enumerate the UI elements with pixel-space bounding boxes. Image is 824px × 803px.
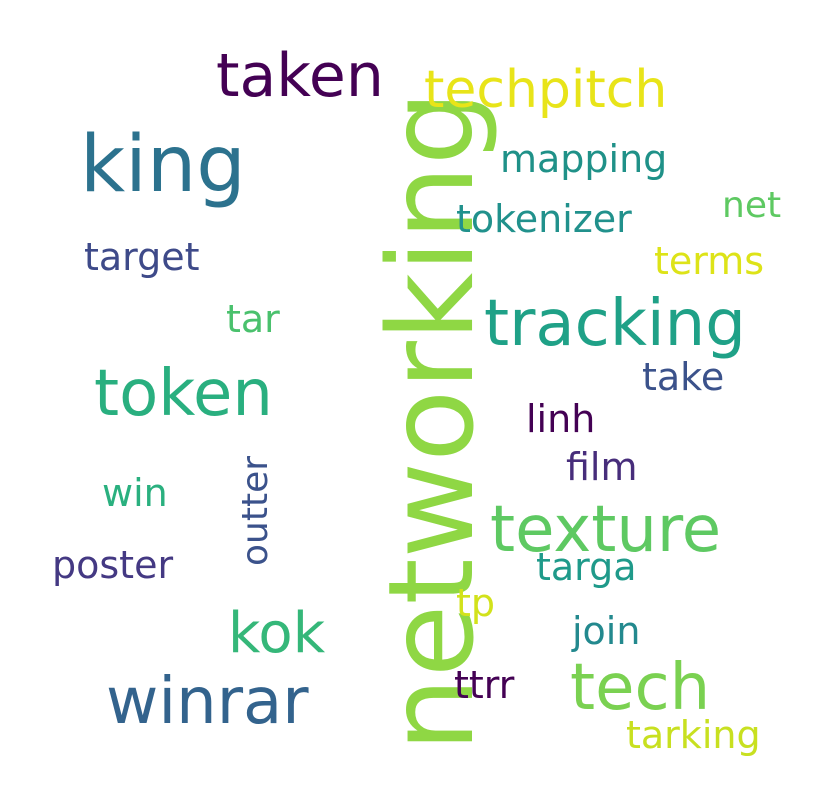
word-tech: tech (570, 651, 711, 725)
word-techpitch: techpitch (424, 60, 668, 120)
word-net: net (722, 185, 782, 226)
word-texture: texture (490, 493, 722, 567)
word-networking: networking (362, 90, 500, 752)
word-tar: tar (226, 297, 280, 341)
word-outter: outter (235, 455, 276, 566)
word-tp: tp (456, 581, 496, 625)
word-linh: linh (526, 397, 596, 441)
word-king: king (80, 120, 246, 210)
word-tracking: tracking (484, 287, 746, 361)
word-taken: taken (216, 41, 384, 111)
word-take: take (642, 355, 725, 399)
word-join: join (572, 609, 641, 653)
word-terms: terms (654, 239, 765, 283)
word-tokenizer: tokenizer (456, 197, 632, 241)
word-winrar: winrar (106, 665, 309, 739)
word-target: target (84, 235, 200, 279)
word-token: token (94, 357, 273, 431)
word-kok: kok (228, 601, 326, 666)
word-mapping: mapping (500, 137, 668, 181)
word-tarking: tarking (626, 713, 761, 757)
word-win: win (102, 471, 168, 515)
word-targa: targa (536, 545, 637, 589)
word-ttrr: ttrr (454, 663, 515, 707)
word-film: film (566, 445, 638, 489)
word-poster: poster (52, 543, 174, 587)
